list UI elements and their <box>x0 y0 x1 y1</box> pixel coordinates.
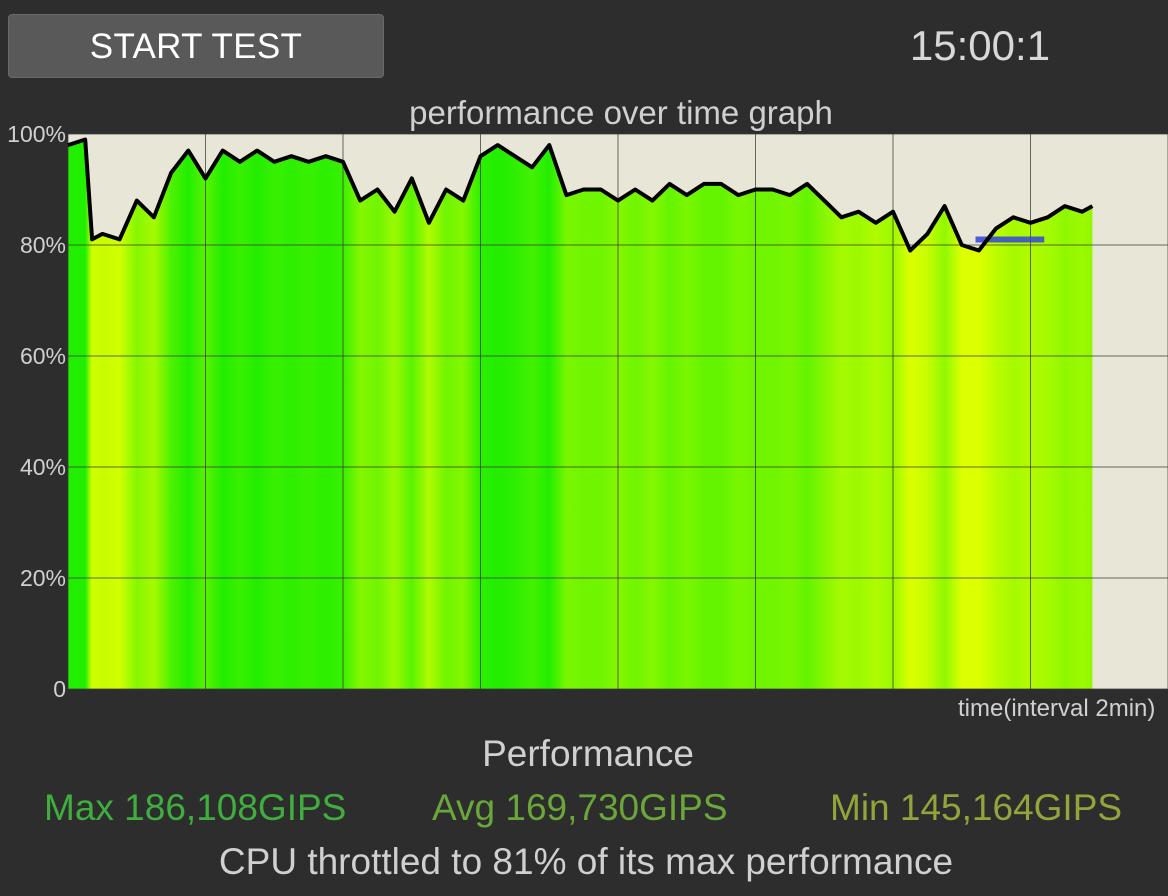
grid-lines <box>67 133 1168 690</box>
y-tick-label: 60% <box>20 343 66 369</box>
y-tick-label: 0 <box>53 676 66 702</box>
throttle-summary: CPU throttled to 81% of its max performa… <box>218 841 954 882</box>
performance-heading: Performance <box>482 733 694 774</box>
max-performance-stat: Max 186,108GIPS <box>44 787 347 828</box>
performance-line-path <box>67 137 1094 253</box>
y-tick-label: 100% <box>7 121 66 147</box>
x-axis-label: time(interval 2min) <box>958 695 1156 722</box>
graph-title: performance over time graph <box>409 94 833 131</box>
start-test-button[interactable]: START TEST <box>8 14 384 78</box>
performance-line <box>67 137 1094 253</box>
performance-area <box>68 139 1093 689</box>
min-performance-stat: Min 145,164GIPS <box>830 787 1123 828</box>
y-tick-label: 80% <box>20 232 66 258</box>
performance-chart: 0 20% 40% 60% 80% 100% <box>7 121 1168 702</box>
y-tick-label: 40% <box>20 454 66 480</box>
test-timer: 15:00:1 <box>909 22 1051 69</box>
performance-fill <box>68 139 1093 689</box>
avg-performance-stat: Avg 169,730GIPS <box>432 787 728 828</box>
y-tick-label: 20% <box>20 565 66 591</box>
y-axis-ticks: 0 20% 40% 60% 80% 100% <box>7 121 66 702</box>
